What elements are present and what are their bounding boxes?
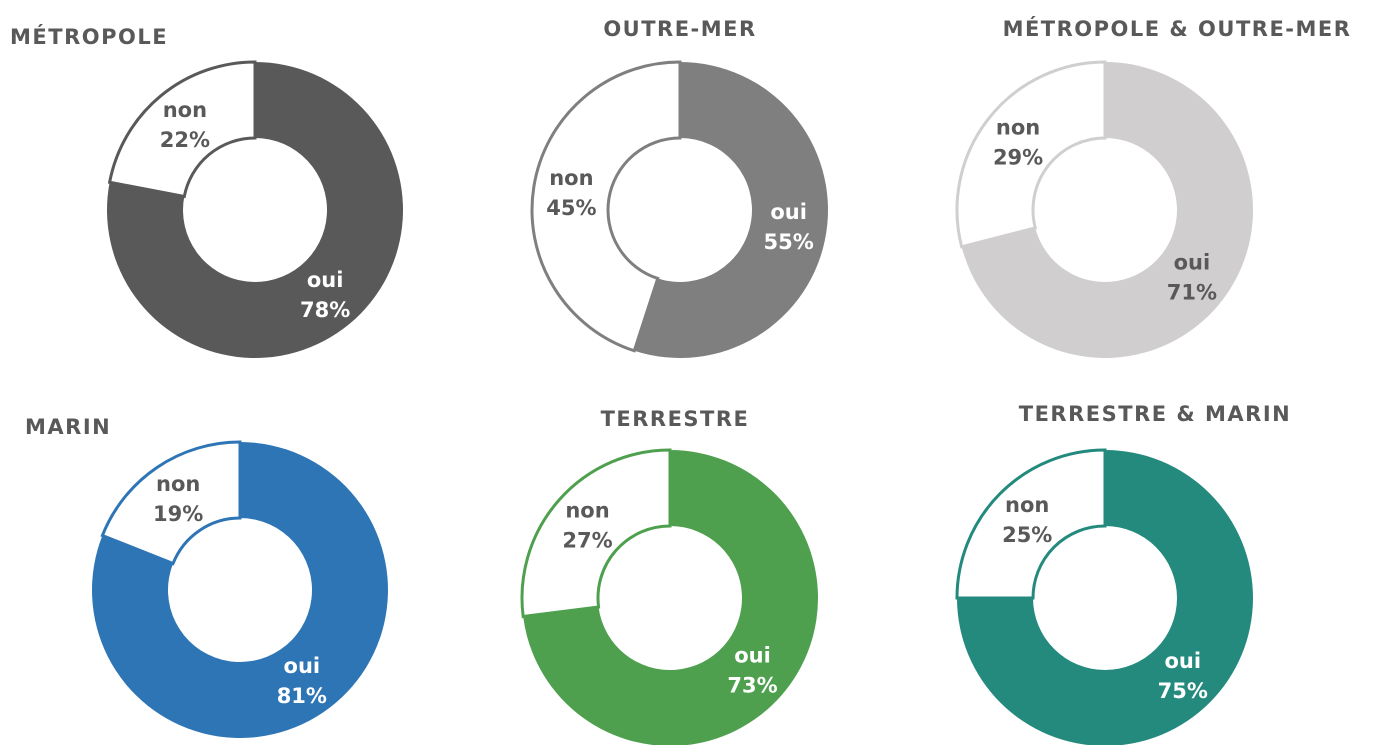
segment-category: non: [1005, 493, 1049, 517]
segment-value: 19%: [153, 502, 203, 526]
segment-value: 22%: [160, 128, 210, 152]
segment-category: non: [996, 116, 1040, 140]
donut-segment: [92, 442, 388, 738]
donut-segment: [100, 440, 242, 566]
chart-title: TERRESTRE & MARIN: [1019, 402, 1291, 426]
segment-value: 25%: [1002, 523, 1052, 547]
segment-value: 75%: [1158, 679, 1208, 703]
segment-category: oui: [1164, 649, 1201, 673]
segment-category: oui: [1174, 250, 1211, 274]
donut-segment: [957, 450, 1253, 745]
segment-category: non: [565, 498, 609, 522]
donut-segment: [634, 62, 828, 358]
segment-category: oui: [734, 644, 771, 668]
donut-segment: [530, 60, 682, 353]
segment-category: oui: [284, 654, 321, 678]
segment-value: 45%: [546, 196, 596, 220]
donut-segment: [107, 60, 257, 199]
donut-segment: [961, 62, 1253, 358]
segment-value: 27%: [562, 528, 612, 552]
segment-value: 81%: [277, 684, 327, 708]
segment-value: 78%: [300, 298, 350, 322]
segment-value: 73%: [727, 674, 777, 698]
segment-category: non: [549, 166, 593, 190]
donut-segment: [520, 448, 672, 619]
chart-title: MARIN: [25, 415, 111, 439]
segment-value: 71%: [1167, 280, 1217, 304]
chart-title: OUTRE-MER: [603, 17, 756, 41]
segment-category: non: [163, 98, 207, 122]
chart-title: TERRESTRE: [601, 407, 750, 431]
segment-value: 29%: [993, 146, 1043, 170]
chart-title: MÉTROPOLE: [10, 24, 168, 49]
segment-category: oui: [307, 268, 344, 292]
chart-title: MÉTROPOLE & OUTRE-MER: [1003, 16, 1352, 41]
donut-segment: [523, 450, 818, 745]
segment-value: 55%: [764, 230, 814, 254]
segment-category: oui: [770, 200, 807, 224]
donut-segment: [106, 62, 403, 358]
donut-segment: [955, 60, 1107, 249]
segment-category: non: [156, 472, 200, 496]
donut-segment: [955, 448, 1107, 600]
